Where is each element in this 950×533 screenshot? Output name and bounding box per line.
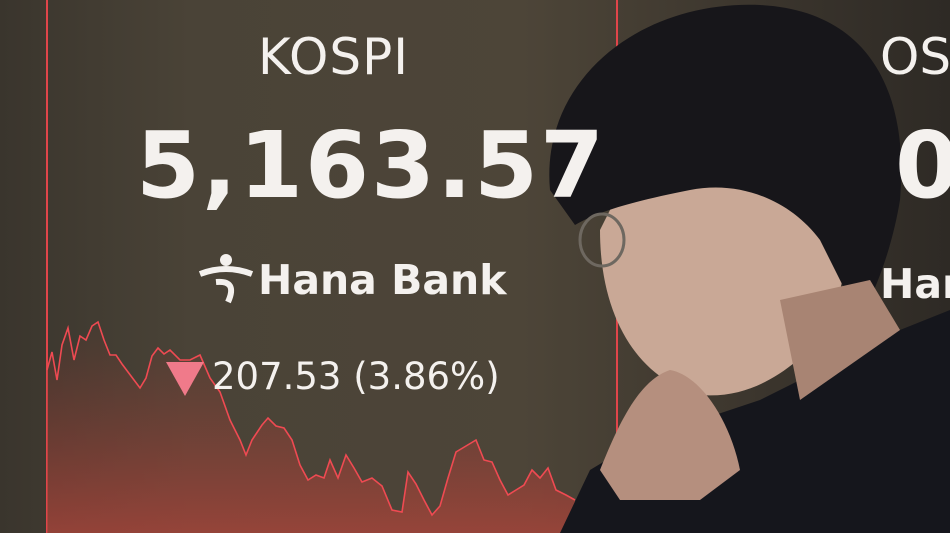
person-face <box>600 170 850 396</box>
triangle-down-icon <box>166 362 204 396</box>
right-panel-title-fragment: OSI <box>880 28 950 86</box>
index-value: 5,163.57 <box>136 112 606 219</box>
person-hair <box>549 4 902 320</box>
chart-area <box>47 322 575 533</box>
chart-line <box>46 320 576 517</box>
person-neck <box>780 280 900 400</box>
index-name: KOSPI <box>258 28 410 86</box>
sponsor-name: Hana Bank <box>258 256 507 304</box>
hana-bank-logo-icon <box>198 254 254 304</box>
glasses-lens <box>578 212 626 268</box>
right-panel-value-fragment: 0 <box>895 112 950 219</box>
index-change: 207.53 (3.86%) <box>212 355 500 398</box>
panel-border-left <box>46 0 48 533</box>
person-silhouette <box>549 4 950 533</box>
right-panel-sponsor-fragment: Han <box>880 260 950 308</box>
person-hand <box>600 370 740 500</box>
